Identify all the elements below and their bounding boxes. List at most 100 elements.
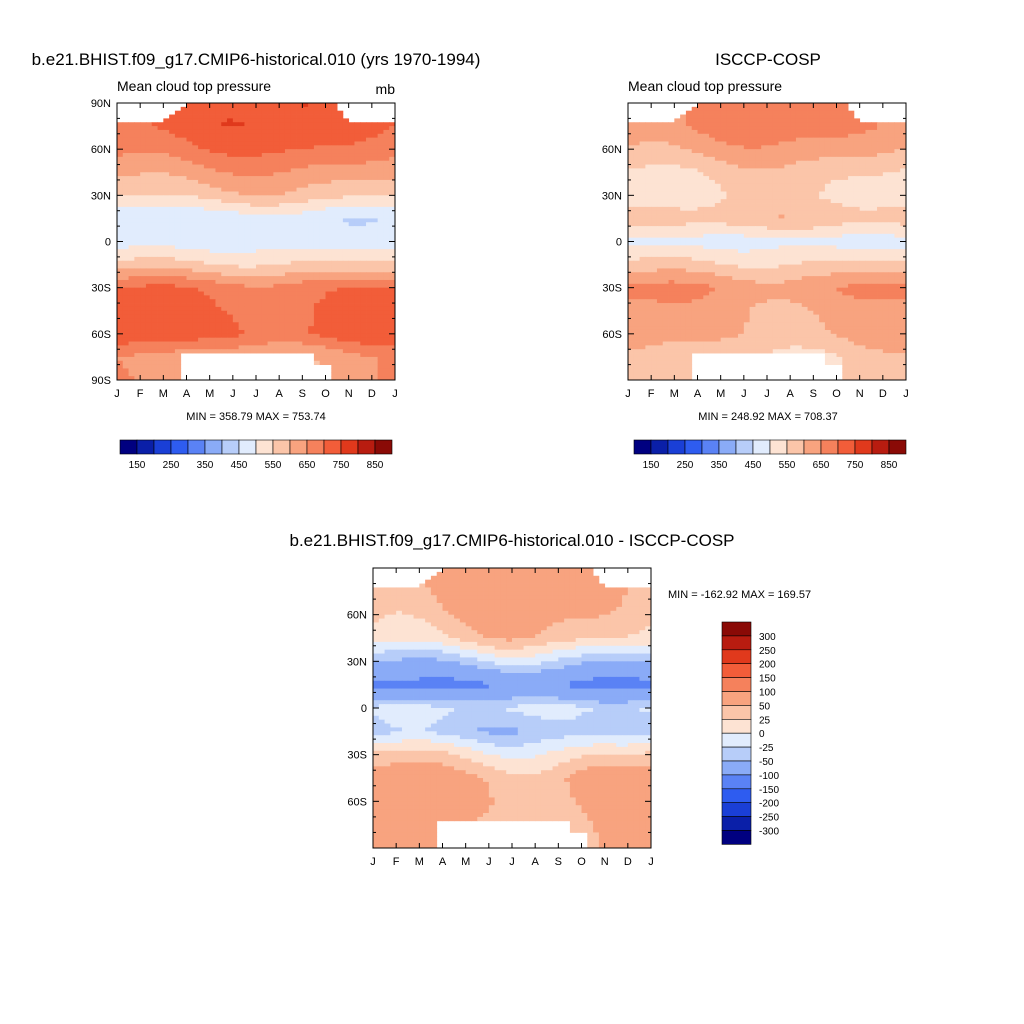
model-cell: [140, 218, 147, 223]
obs-cell: [743, 164, 751, 169]
obs-cell: [784, 237, 791, 242]
model-cell: [296, 183, 303, 189]
obs-cell: [720, 222, 727, 227]
model-cell: [215, 349, 222, 354]
model-cell: [203, 222, 211, 227]
model-cell: [117, 279, 124, 285]
model-cell: [279, 276, 286, 281]
model-cell: [238, 241, 245, 246]
obs-cell: [824, 153, 832, 158]
model-cell: [377, 245, 384, 250]
model-cell: [371, 322, 379, 327]
model-cell: [348, 264, 355, 269]
model-cell: [371, 214, 379, 219]
model-cell: [163, 226, 170, 231]
obs-cell: [743, 114, 751, 119]
model-cell: [302, 126, 309, 131]
obs-cell: [848, 129, 855, 135]
obs-cell: [767, 118, 774, 123]
obs-cell: [755, 237, 762, 242]
obs-cell: [680, 187, 687, 192]
model-cell: [140, 272, 147, 277]
model-cell: [371, 122, 379, 127]
model-cell: [389, 153, 396, 158]
model-cell: [151, 303, 158, 308]
model-cell: [313, 103, 321, 108]
model-cell: [302, 256, 309, 262]
model-cell: [348, 272, 355, 277]
obs-cell: [703, 145, 710, 150]
model-cell: [331, 106, 338, 112]
model-cell: [145, 203, 153, 208]
obs-cell: [674, 233, 681, 239]
model-cell: [180, 249, 187, 254]
model-cell: [354, 318, 361, 323]
obs-cell: [830, 218, 837, 223]
model-cell: [383, 203, 390, 208]
model-cell: [319, 218, 326, 223]
model-cell: [354, 245, 361, 250]
obs-cell: [749, 106, 756, 112]
model-cell: [117, 303, 124, 308]
model-cell: [145, 153, 153, 158]
obs-cell: [767, 179, 774, 185]
model-cell: [296, 314, 303, 319]
model-cell: [342, 176, 350, 181]
obs-cell: [662, 153, 669, 158]
obs-cell: [767, 156, 774, 162]
obs-cell: [743, 137, 751, 142]
model-cell: [290, 349, 297, 354]
obs-cell: [848, 137, 855, 142]
model-cell: [366, 222, 373, 227]
obs-cell: [824, 114, 832, 119]
model-cell: [348, 149, 355, 154]
obs-cell: [732, 199, 739, 204]
model-cell: [377, 264, 384, 269]
model-cell: [290, 264, 297, 269]
model-cell: [389, 299, 396, 304]
obs-cell: [900, 191, 907, 196]
obs-cell: [639, 183, 646, 189]
model-cell: [267, 283, 274, 289]
obs-cell: [813, 145, 820, 150]
model-cell: [227, 260, 234, 265]
model-cell: [145, 356, 153, 362]
model-cell: [122, 229, 129, 235]
model-cell: [348, 364, 355, 369]
obs-cell: [824, 156, 832, 162]
obs-cell: [761, 245, 768, 250]
obs-cell: [865, 145, 872, 150]
obs-cell: [813, 229, 820, 235]
model-cell: [145, 337, 153, 342]
model-cell: [284, 129, 292, 135]
obs-cell: [697, 210, 704, 215]
model-cell: [325, 341, 332, 346]
obs-cell: [703, 133, 710, 139]
model-cell: [244, 237, 251, 242]
model-cell: [157, 153, 164, 158]
model-cell: [383, 199, 390, 204]
model-cell: [319, 114, 326, 119]
model-cell: [267, 156, 274, 162]
model-cell: [348, 176, 355, 181]
model-cell: [250, 333, 257, 339]
model-cell: [145, 326, 153, 331]
obs-cell: [900, 164, 907, 169]
model-cell: [169, 183, 176, 189]
model-cell: [215, 156, 222, 162]
model-cell: [145, 268, 153, 273]
model-cell: [261, 160, 268, 165]
obs-cell: [761, 176, 768, 181]
obs-cell: [697, 206, 704, 212]
model-cell: [209, 153, 216, 158]
model-cell: [174, 210, 182, 215]
model-cell: [342, 137, 350, 142]
model-cell: [348, 226, 355, 231]
obs-cell: [680, 226, 687, 231]
model-cell: [383, 168, 390, 173]
model-cell: [221, 310, 228, 315]
model-cell: [186, 329, 193, 335]
model-cell: [180, 299, 187, 304]
model-cell: [302, 341, 309, 346]
obs-cell: [859, 222, 866, 227]
